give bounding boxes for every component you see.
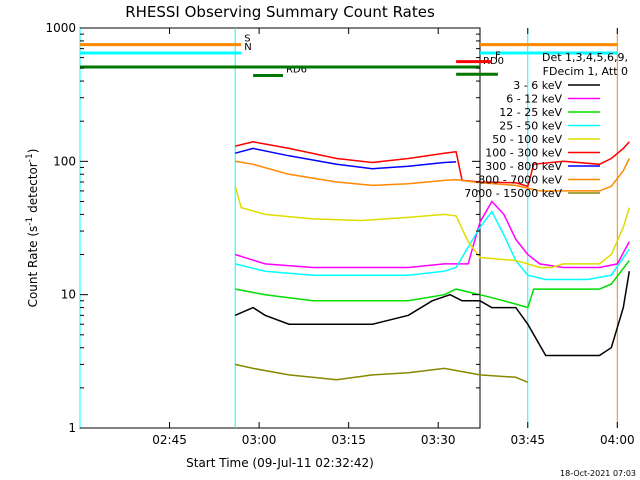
y-tick-label-0: 1: [68, 421, 76, 435]
y-tick-label-1: 10: [61, 288, 76, 302]
flag-label-rd6: RD6: [286, 65, 307, 76]
series-line-8: [235, 363, 529, 383]
y-axis-ticks: 1 10 100 1000: [45, 21, 480, 435]
series-line-7: [235, 158, 630, 192]
x-tick-label-5: 04:00: [600, 433, 635, 447]
flag-label-s: S: [244, 34, 250, 45]
flag-label-n: N: [244, 42, 251, 53]
legend-header-line-2: FDecim 1, Att 0: [543, 65, 628, 78]
vertical-markers: [79, 28, 618, 428]
flag-label-rd0: RD0: [483, 56, 504, 67]
timestamp-footer: 18-Oct-2021 07:03: [560, 469, 636, 478]
y-axis-label: Count Rate (s-1 detector-1): [25, 149, 40, 308]
plot-frame: [79, 27, 481, 429]
y-tick-label-3: 1000: [45, 21, 76, 35]
flag-label-f: F: [495, 51, 501, 62]
x-axis-label: Start Time (09-Jul-11 02:32:42): [186, 456, 374, 470]
legend-entry-label-0: 3 - 6 keV: [513, 79, 562, 92]
data-series: [234, 141, 631, 383]
legend-header-line-1: Det 1,3,4,5,6,9,: [542, 51, 628, 64]
series-line-0: [234, 271, 631, 357]
x-tick-label-2: 03:15: [331, 433, 366, 447]
x-tick-label-4: 03:45: [510, 433, 545, 447]
legend-entry-label-4: 50 - 100 keV: [492, 133, 562, 146]
legend-entry-label-2: 12 - 25 keV: [499, 106, 562, 119]
series-line-1: [234, 200, 630, 269]
series-line-2: [235, 260, 630, 309]
legend-entry-label-6: 300 - 800 keV: [485, 160, 562, 173]
x-tick-label-3: 03:30: [421, 433, 456, 447]
series-line-4: [234, 186, 631, 269]
chart-title: RHESSI Observing Summary Count Rates: [125, 3, 435, 21]
legend-entry-label-1: 6 - 12 keV: [506, 93, 562, 106]
x-tick-label-1: 03:00: [242, 433, 277, 447]
legend-entry-label-8: 7000 - 15000 keV: [464, 187, 562, 200]
legend: Det 1,3,4,5,6,9, FDecim 1, Att 0 3 - 6 k…: [464, 51, 628, 200]
y-tick-label-2: 100: [53, 154, 76, 168]
legend-entry-label-3: 25 - 50 keV: [499, 120, 562, 133]
x-tick-label-0: 02:45: [152, 433, 187, 447]
legend-entry-label-5: 100 - 300 keV: [485, 147, 562, 160]
legend-entry-label-7: 800 - 7000 keV: [478, 174, 562, 187]
series-line-3: [235, 210, 630, 281]
x-axis-ticks: 02:45 03:00 03:15 03:30 03:45 04:00: [152, 28, 635, 447]
series-line-6: [235, 147, 457, 170]
